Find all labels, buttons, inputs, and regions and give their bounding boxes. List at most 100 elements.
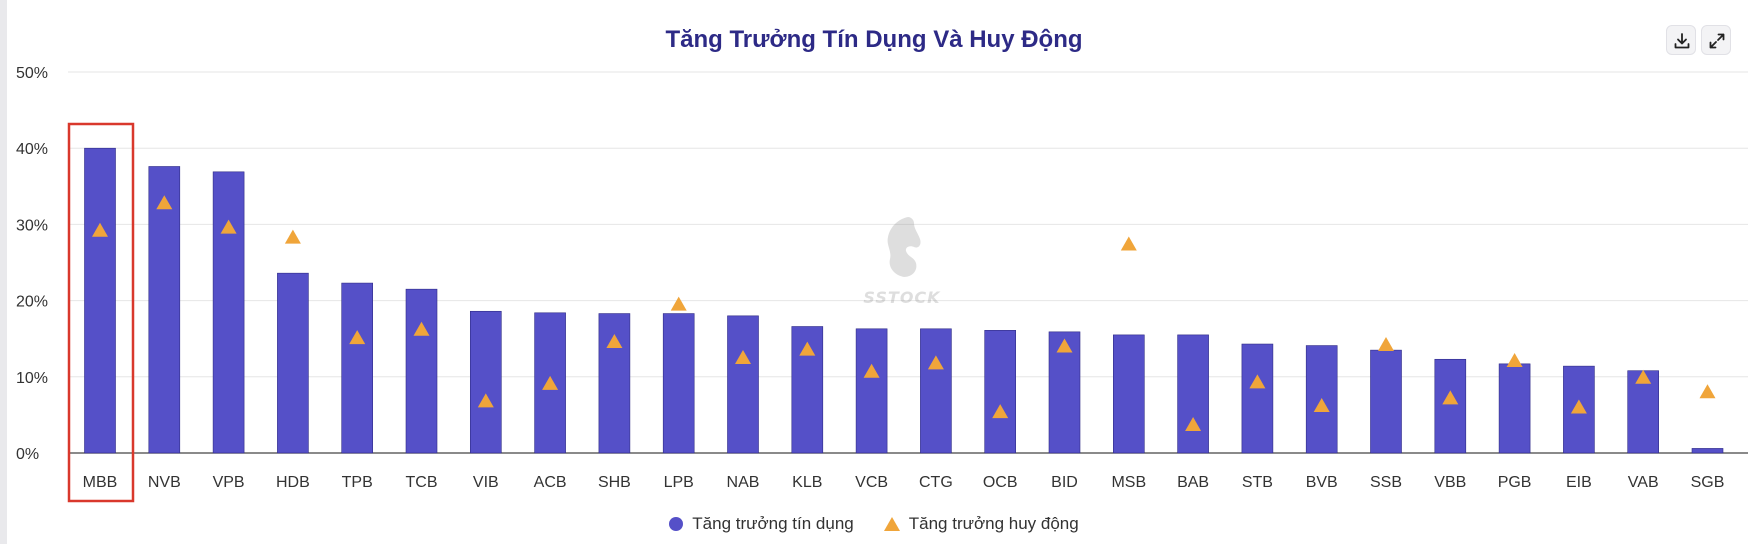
legend-item-credit[interactable]: Tăng trưởng tín dụng (669, 514, 854, 534)
x-tick-label: VPB (213, 474, 245, 491)
triangle-point (1120, 236, 1137, 251)
triangle-point (156, 195, 173, 210)
x-axis-ticks: MBB NVB VPB HDB TPB TCB VIB ACB SHB LPB NAB KLB VCB C… (83, 474, 1725, 491)
bar (1177, 334, 1209, 454)
bar (855, 328, 888, 454)
triangle-point (606, 333, 623, 348)
fullscreen-button[interactable] (1701, 25, 1731, 55)
y-tick-label: 50% (16, 65, 48, 82)
download-button[interactable] (1666, 25, 1696, 55)
x-tick-label: MBB (83, 474, 118, 491)
x-tick-label: SSB (1370, 474, 1402, 491)
y-tick-label: 0% (16, 446, 39, 463)
triangle-point (927, 355, 944, 370)
x-tick-label: BID (1051, 474, 1078, 491)
highlight-layer (67, 122, 135, 503)
legend-label-credit: Tăng trưởng tín dụng (692, 514, 854, 533)
triangle-point (1185, 417, 1202, 432)
triangle-point (413, 321, 430, 336)
triangle-point (284, 229, 301, 244)
triangle-point (670, 296, 687, 311)
y-tick-label: 30% (16, 217, 48, 234)
bar (1370, 349, 1402, 454)
triangle-point (1056, 338, 1073, 353)
triangle-point (1313, 397, 1330, 412)
bar (1691, 448, 1724, 454)
bar (662, 313, 695, 454)
y-tick-label: 20% (16, 294, 48, 311)
triangle-point (1249, 374, 1266, 389)
legend-item-deposit[interactable]: Tăng trưởng huy động (883, 514, 1079, 534)
legend-triangle-icon (883, 517, 900, 531)
triangle-point (1378, 337, 1394, 352)
bar (984, 330, 1017, 454)
x-tick-label: NVB (148, 474, 181, 491)
x-tick-label: CTG (919, 474, 953, 491)
highlight-box (67, 122, 135, 503)
x-tick-label: VAB (1628, 474, 1659, 491)
triangle-point (477, 393, 494, 408)
triangle-point (92, 222, 108, 237)
legend: Tăng trưởng tín dụng Tăng trưởng huy độn… (0, 514, 1748, 534)
x-tick-label: STB (1242, 474, 1273, 491)
x-tick-label: OCB (983, 474, 1018, 491)
triangle-point (1699, 384, 1716, 399)
x-tick-label: HDB (276, 474, 310, 491)
triangle-point (735, 349, 751, 364)
x-tick-label: SHB (598, 474, 631, 491)
x-tick-label: VIB (473, 474, 499, 491)
chart-title: Tăng Trưởng Tín Dụng Và Huy Động (665, 26, 1083, 53)
bar (469, 310, 502, 454)
bar (148, 166, 181, 454)
bar (1498, 363, 1531, 454)
triangle-point (1442, 390, 1459, 405)
download-icon (1674, 33, 1690, 49)
triangle-point (992, 404, 1009, 419)
x-tick-label: SGB (1691, 474, 1725, 491)
triangle-series (92, 195, 1716, 432)
x-tick-label: VCB (855, 474, 888, 491)
triangle-point (349, 330, 366, 345)
x-tick-label: TCB (406, 474, 438, 491)
x-tick-label: PGB (1498, 474, 1532, 491)
bar (1241, 343, 1274, 454)
bar (1627, 370, 1659, 454)
x-tick-label: BAB (1177, 474, 1209, 491)
triangle-point (542, 375, 559, 390)
watermark: SSTOCK (852, 215, 952, 307)
horse-head-logo (887, 217, 921, 277)
chart-plot: 0% 10% 20% 30% 40% 50% MBB NVB VPB HDB TPB TCB VIB A… (16, 65, 1748, 503)
expand-icon (1709, 33, 1725, 49)
x-tick-label: KLB (792, 474, 822, 491)
bar (727, 315, 759, 454)
bar (1113, 334, 1145, 454)
triangle-point (863, 363, 880, 378)
y-tick-label: 40% (16, 141, 48, 158)
triangle-point (1570, 399, 1587, 414)
bar-series (84, 147, 1724, 454)
bar (920, 328, 952, 454)
x-tick-label: EIB (1566, 474, 1592, 491)
bar (405, 288, 438, 454)
legend-label-deposit: Tăng trưởng huy động (908, 514, 1079, 533)
watermark-text: SSTOCK (863, 288, 941, 307)
x-tick-label: NAB (727, 474, 760, 491)
bar (212, 171, 245, 454)
x-tick-label: BVB (1306, 474, 1338, 491)
x-tick-label: ACB (534, 474, 567, 491)
triangle-point (1506, 353, 1523, 368)
bar (1434, 358, 1467, 454)
y-axis-ticks: 0% 10% 20% 30% 40% 50% (16, 65, 48, 463)
bar (341, 282, 374, 454)
y-tick-label: 10% (16, 370, 48, 387)
triangle-point (220, 219, 237, 234)
triangle-point (1635, 369, 1652, 384)
x-tick-label: MSB (1111, 474, 1146, 491)
left-border (0, 0, 7, 544)
bar (84, 147, 116, 454)
x-tick-label: VBB (1434, 474, 1466, 491)
bar (277, 272, 309, 454)
x-tick-label: TPB (342, 474, 373, 491)
x-tick-label: LPB (664, 474, 694, 491)
triangle-point (799, 341, 816, 356)
